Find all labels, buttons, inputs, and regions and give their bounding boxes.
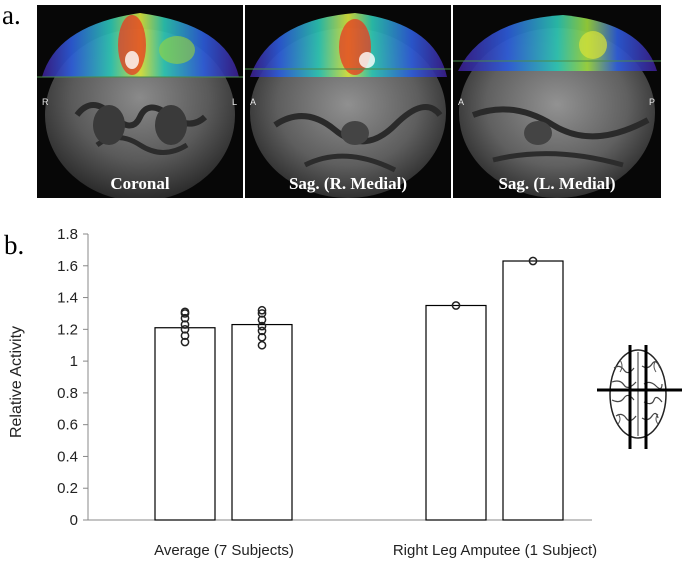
orientation-left-marker: A xyxy=(458,97,465,107)
data-point xyxy=(257,315,267,325)
y-tick-label: 0.6 xyxy=(57,417,78,434)
data-point xyxy=(180,320,190,329)
data-point xyxy=(451,301,461,310)
data-point xyxy=(180,324,190,334)
data-point xyxy=(257,305,267,315)
scan-coronal-graphic xyxy=(37,13,243,198)
y-tick-label: 1.4 xyxy=(57,290,78,307)
scan-label-coronal: Coronal xyxy=(110,174,170,193)
scan-image-sagittal-right: A Sag. (R. Medial) xyxy=(245,5,451,198)
category-label: Right Leg Amputee (1 Subject) xyxy=(393,542,597,559)
scan-sagittal-left-graphic xyxy=(453,15,661,198)
bar xyxy=(425,304,487,521)
scan-label-sagittal-left: Sag. (L. Medial) xyxy=(498,174,616,193)
data-point xyxy=(180,331,190,341)
data-points xyxy=(180,256,538,350)
data-point xyxy=(180,307,190,317)
bars xyxy=(154,260,564,521)
scan-label-sagittal-right: Sag. (R. Medial) xyxy=(288,174,408,193)
data-point xyxy=(528,256,538,266)
bar xyxy=(231,323,293,521)
orientation-left-marker: A xyxy=(250,97,257,107)
bar xyxy=(502,260,564,521)
bar xyxy=(154,327,216,521)
data-point xyxy=(257,309,267,318)
y-tick-label: 0.2 xyxy=(57,480,78,497)
panel-b-letter: b. xyxy=(4,230,25,260)
y-tick-label: 0.4 xyxy=(57,448,78,465)
y-axis-label: Relative Activity xyxy=(8,326,25,438)
y-tick-label: 0.8 xyxy=(57,385,78,402)
data-point xyxy=(257,326,267,336)
data-point xyxy=(257,321,267,331)
y-tick-label: 1 xyxy=(70,353,78,370)
y-tick-label: 0 xyxy=(70,512,78,529)
orientation-right-marker: P xyxy=(648,97,655,107)
brain-crosshair-icon xyxy=(597,345,682,449)
y-tick-label: 1.2 xyxy=(57,321,78,338)
panel-a-letter: a. xyxy=(2,0,21,30)
scan-sagittal-right-graphic xyxy=(245,13,451,198)
y-tick-label: 1.8 xyxy=(57,226,78,243)
y-tick-label: 1.6 xyxy=(57,258,78,275)
data-point xyxy=(180,313,190,323)
scan-image-coronal: R L Coronal xyxy=(37,5,243,198)
data-point xyxy=(180,337,190,347)
orientation-right-marker: L xyxy=(231,97,237,107)
category-label: Average (7 Subjects) xyxy=(154,542,294,559)
orientation-left-marker: R xyxy=(42,97,49,107)
scan-image-sagittal-left: A P Sag. (L. Medial) xyxy=(453,5,661,198)
data-point xyxy=(257,332,267,342)
category-labels: Average (7 Subjects) Right Leg Amputee (1… xyxy=(154,542,597,559)
